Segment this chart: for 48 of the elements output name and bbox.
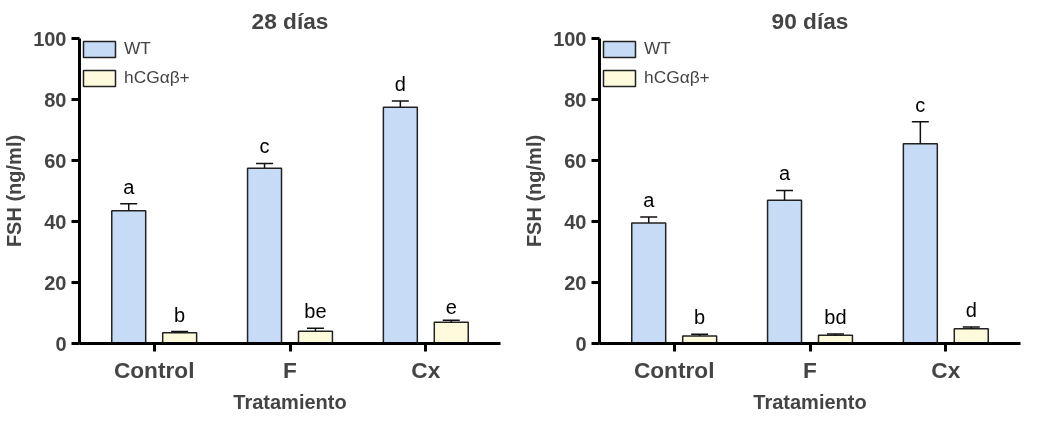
data-label: c [915,93,926,116]
x-tick-label: Cx [931,356,961,383]
x-axis-title: Tratamiento [233,390,347,413]
y-axis-title: FSH (ng/ml) [523,134,546,248]
x-tick-label: Cx [411,356,441,383]
x-axis-title: Tratamiento [753,390,867,413]
y-tick-label: 0 [575,332,587,355]
bar [111,210,147,344]
y-tick-label: 60 [44,149,67,172]
y-tick-label: 60 [564,149,587,172]
data-label: be [304,300,327,323]
y-tick-label: 80 [564,88,587,111]
data-label: a [123,175,136,198]
bar [246,167,283,344]
y-tick-label: 0 [55,332,67,355]
bar [902,142,939,344]
legend-label: WT [644,38,671,59]
y-tick-label: 20 [44,271,67,294]
y-tick-label: 40 [564,210,587,233]
data-label: d [394,72,406,95]
data-label: b [174,303,186,326]
data-label: e [445,296,457,319]
chart-title: 90 días [771,7,849,34]
chart-title: 28 días [251,7,329,34]
x-tick-label: F [283,356,298,383]
bar [953,328,989,344]
data-label: bd [824,305,847,328]
y-tick-label: 100 [33,27,67,50]
bar [433,321,469,344]
y-tick-label: 100 [553,27,587,50]
bar [382,106,419,344]
data-label: d [965,298,977,321]
legend-label: hCGαβ+ [644,67,710,88]
y-tick-label: 40 [44,210,67,233]
x-tick-label: F [803,356,818,383]
bar [766,199,803,344]
y-tick-label: 20 [564,271,587,294]
data-label: b [694,306,706,329]
legend-label: hCGαβ+ [124,67,190,88]
x-tick-label: Control [633,356,715,383]
y-axis-title: FSH (ng/ml) [3,134,26,248]
x-tick-label: Control [113,356,195,383]
data-label: c [259,135,270,158]
bar [631,222,667,344]
legend-label: WT [124,38,151,59]
data-label: a [643,188,656,211]
data-label: a [778,162,791,185]
y-tick-label: 80 [44,88,67,111]
